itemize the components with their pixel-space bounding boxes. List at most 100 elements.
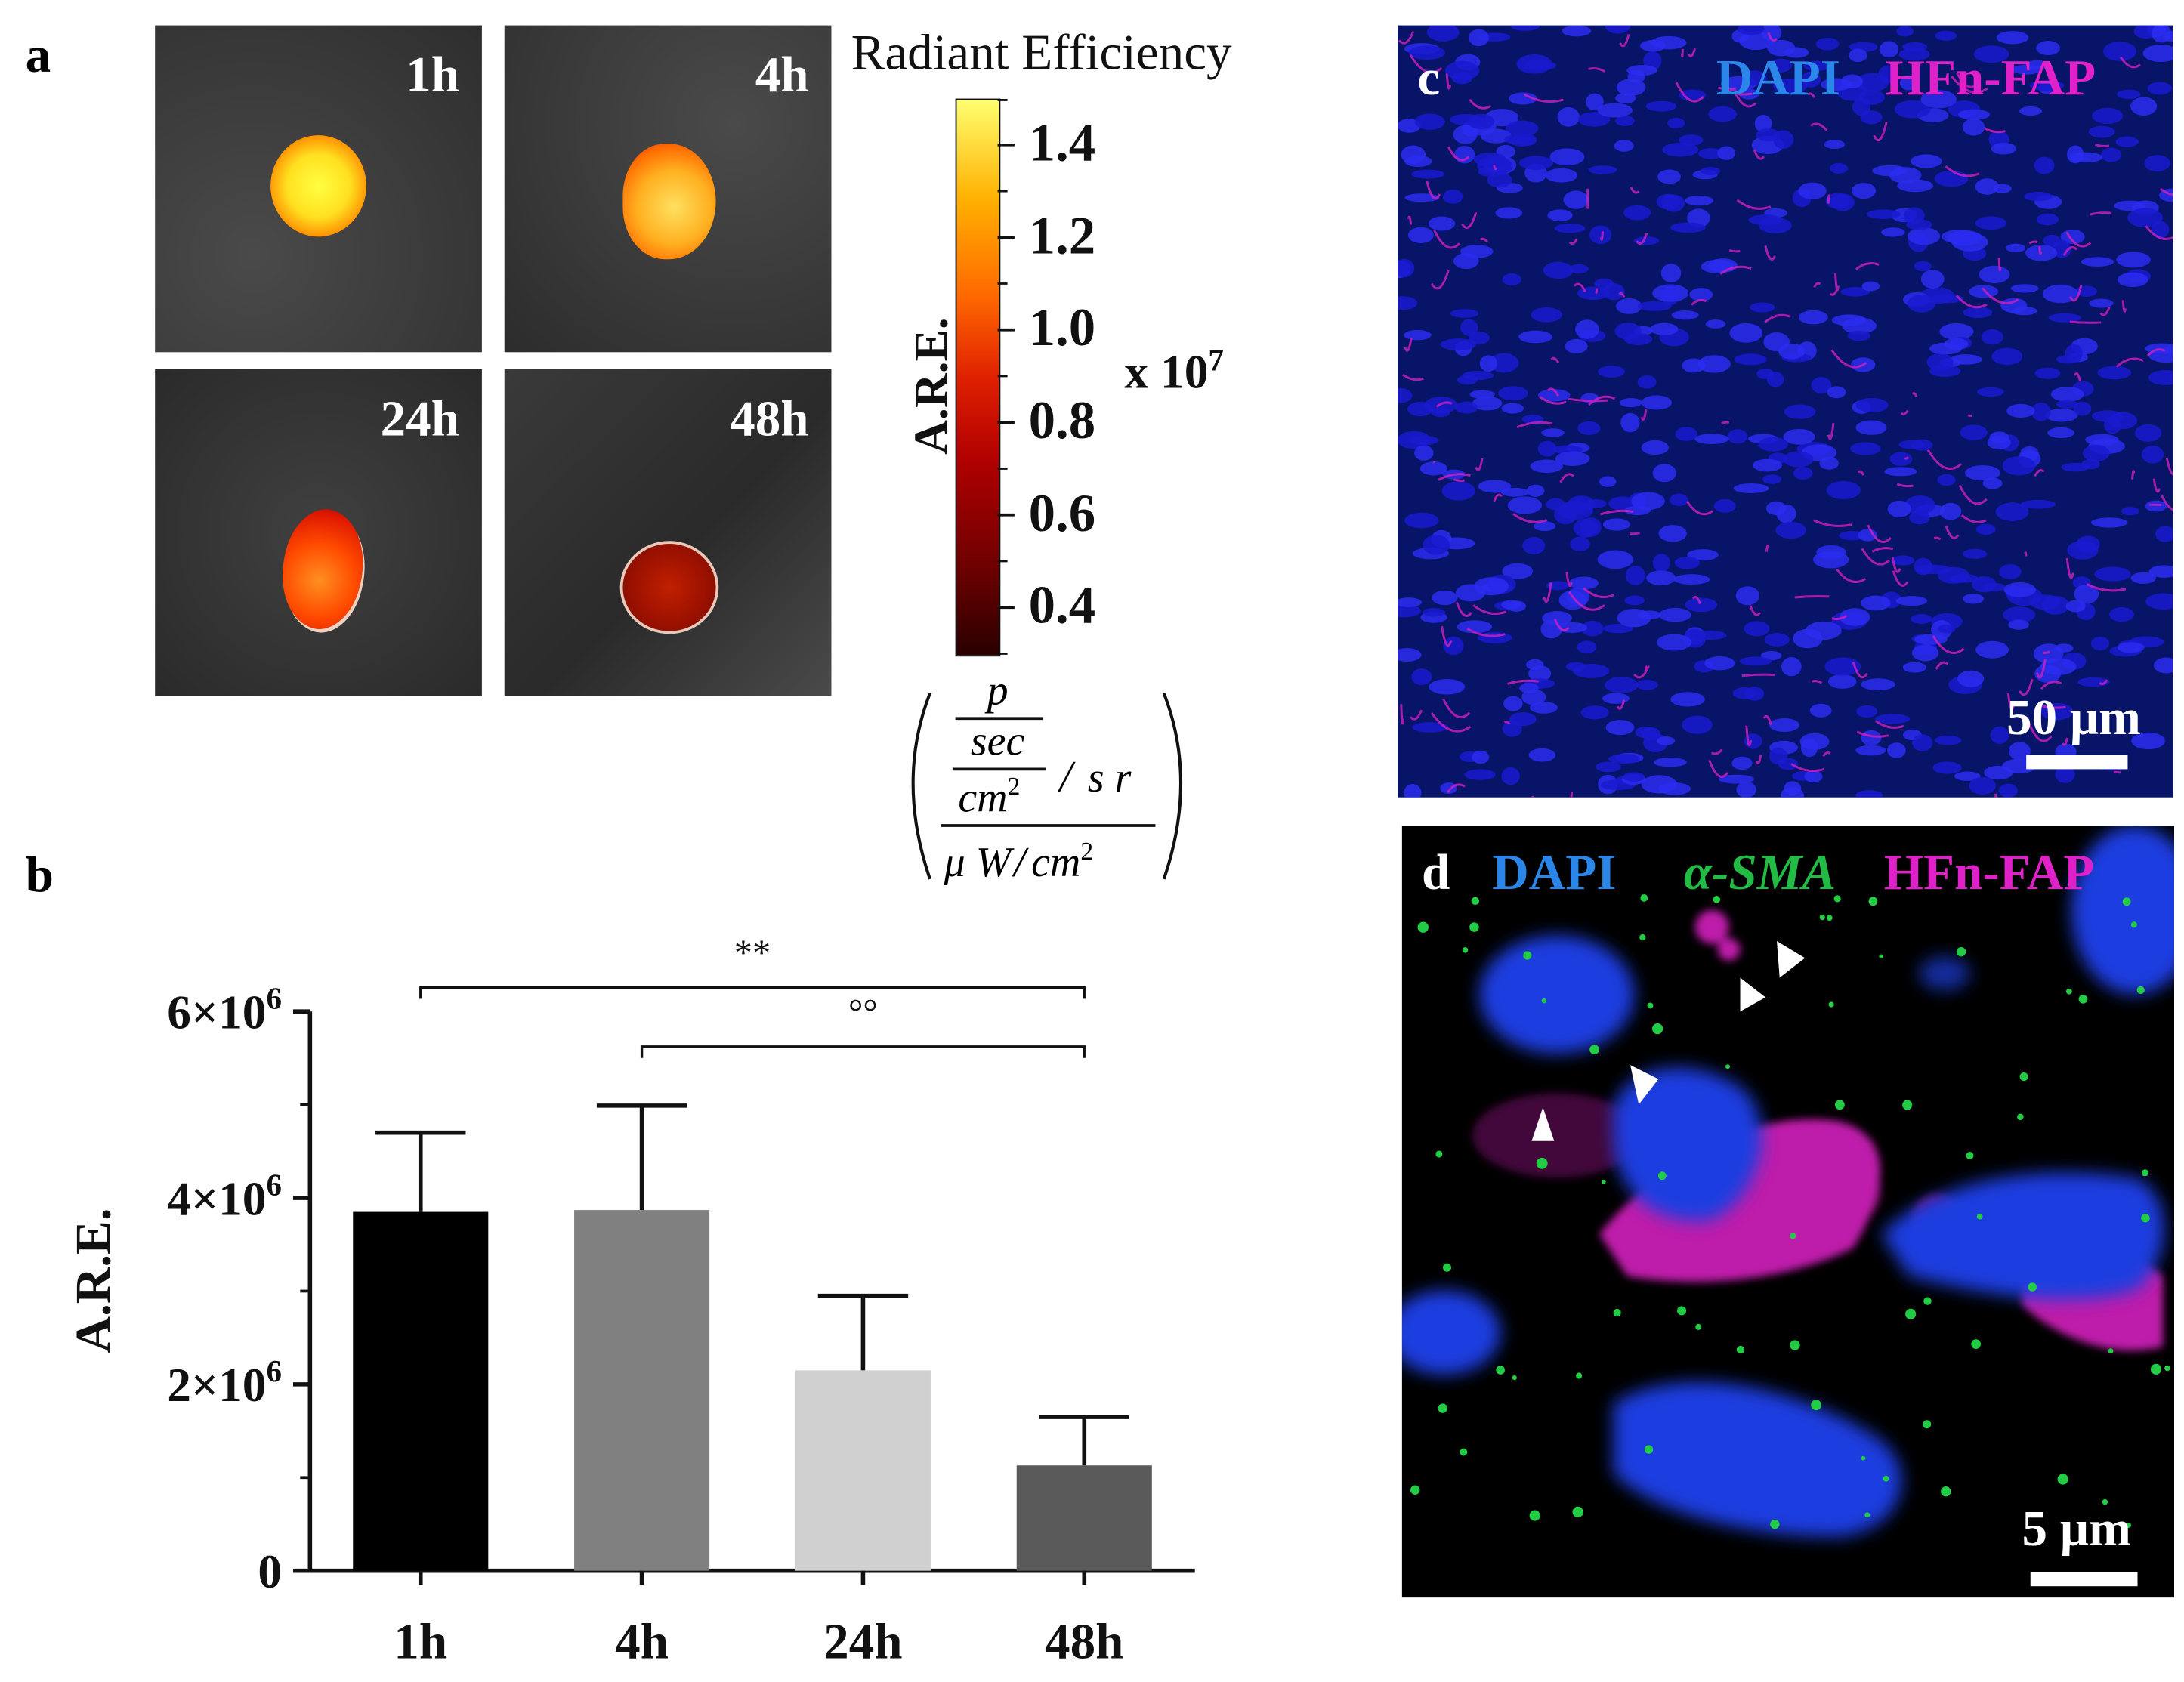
sma-dot — [1647, 1002, 1654, 1009]
tile-label: 1h — [406, 46, 460, 103]
panel-d-stain-dapi: DAPI — [1492, 844, 1617, 900]
sma-dot — [1460, 1448, 1468, 1456]
panel-c-image: c DAPI HFn-FAP 50 μm — [1398, 25, 2173, 798]
units-cm2: cm2 — [958, 773, 1020, 821]
sma-dot — [1651, 1023, 1663, 1035]
colorbar-tick-label: 0.4 — [1028, 576, 1096, 636]
sma-dot — [1736, 1345, 1745, 1354]
ivis-tile-4h: 4h — [504, 25, 832, 353]
sma-dot — [1442, 1263, 1452, 1272]
sma-dot — [1536, 1157, 1548, 1169]
sma-dot — [2150, 1363, 2162, 1375]
x-tick-label-4h: 4h — [615, 1613, 669, 1669]
sma-dot — [1883, 1475, 1889, 1482]
sma-dot — [1790, 1233, 1796, 1239]
scale-bar — [2030, 1572, 2138, 1587]
sma-dot — [1417, 921, 1429, 933]
sma-dot — [1613, 1308, 1621, 1317]
sma-dot — [1923, 1297, 1932, 1305]
scale-bar — [2026, 755, 2128, 770]
sma-dot — [1879, 954, 1883, 959]
sma-dot — [1819, 914, 1825, 921]
sma-dot — [1639, 934, 1646, 941]
microscopy-c-texture — [1398, 25, 2173, 798]
nuclei-texture — [1398, 25, 2173, 798]
panel-d-letter: d — [1421, 844, 1450, 900]
sma-dot — [1966, 1151, 1974, 1159]
colorbar-ticks — [997, 99, 1015, 655]
sma-dot — [1676, 1306, 1687, 1316]
sma-dot — [2136, 986, 2145, 994]
sma-dot — [1589, 1045, 1599, 1054]
fluorescence-spot — [265, 500, 380, 638]
sma-dot — [1657, 1171, 1667, 1180]
colorbar-title: Radiant Efficiency — [851, 23, 1232, 81]
colorbar-units-formula: p sec cm2 / s r μ W / cm2 — [911, 668, 1183, 886]
sma-dot — [2019, 1072, 2028, 1082]
sma-dot — [1438, 1403, 1448, 1413]
significance-label: °° — [848, 992, 878, 1032]
sma-dot — [1462, 947, 1469, 953]
sma-dot — [2028, 1282, 2037, 1292]
ivis-tile-1h: 1h — [155, 25, 482, 353]
tile-label: 48h — [730, 390, 809, 447]
panel-c-letter: c — [1417, 49, 1441, 106]
fluorescence-spot — [270, 135, 366, 237]
colorbar-axis-label: A.R.E. — [906, 317, 959, 455]
scale-bar-label: 50 μm — [2006, 689, 2141, 745]
sma-dot — [2108, 1348, 2114, 1354]
sma-dot — [1725, 1064, 1730, 1069]
units-denominator: μ W / cm2 — [944, 838, 1093, 886]
x-tick-label-24h: 24h — [823, 1613, 902, 1669]
sma-dot — [1523, 951, 1532, 960]
sma-dot — [2164, 1365, 2170, 1372]
ivis-tile-48h: 48h — [504, 369, 832, 696]
sma-dot — [1902, 1100, 1913, 1110]
sma-dot — [2065, 988, 2072, 995]
sma-dot — [2017, 1113, 2024, 1121]
colorbar-tick-label: 1.0 — [1028, 298, 1096, 359]
y-tick-label: 0 — [258, 1545, 282, 1598]
significance-bracket — [419, 986, 1086, 999]
sma-dot — [1864, 1512, 1870, 1518]
panel-d-image: d DAPI α-SMA HFn-FAP 5 μm — [1401, 826, 2175, 1598]
tile-label: 4h — [755, 46, 809, 103]
sma-dot — [1833, 895, 1841, 903]
panel-d-stain-sma: α-SMA — [1683, 844, 1836, 900]
colorbar-tick-label: 0.6 — [1028, 483, 1096, 544]
sma-dot — [1695, 1323, 1702, 1330]
units-sr: s r — [1088, 755, 1132, 801]
bar-4h — [574, 1210, 710, 1571]
panel-a-letter: a — [25, 26, 51, 84]
panel-d-stain-fap: HFn-FAP — [1883, 844, 2095, 900]
units-uw: μ W — [944, 839, 1015, 886]
sma-dot — [2078, 994, 2088, 1004]
significance-bracket — [640, 1045, 1086, 1058]
units-sec: sec — [971, 718, 1025, 765]
x-tick-label-1h: 1h — [394, 1613, 447, 1669]
sma-dot — [1410, 1485, 1420, 1495]
units-slash: / — [1058, 751, 1077, 801]
sma-dot — [1576, 1372, 1583, 1379]
sma-dot — [1905, 1308, 1917, 1319]
significance-label: ** — [734, 934, 771, 974]
panel-c-stain-fap: HFn-FAP — [1885, 49, 2096, 106]
units-p: p — [984, 668, 1009, 714]
sma-dot — [1941, 1486, 1951, 1497]
sma-dot — [1512, 1375, 1517, 1381]
bar-chart: 0 2×106 4×106 6×106 1h 4h 24h 48h ** °° — [167, 934, 1195, 1669]
sma-dot — [1541, 998, 1547, 1004]
sma-dot — [1601, 1180, 1606, 1184]
colorbar-multiplier: x 107 — [1124, 342, 1223, 400]
colorbar-tick-label: 1.4 — [1028, 113, 1096, 174]
bar-1h — [353, 1211, 489, 1571]
colorbar-gradient — [955, 98, 1001, 657]
units-cm: cm — [958, 774, 1007, 821]
sma-dot — [1572, 1506, 1583, 1518]
sma-dot — [1956, 946, 1966, 957]
sma-dot — [1640, 894, 1648, 902]
sma-dot — [2102, 1498, 2108, 1505]
colorbar-tick-label: 0.8 — [1028, 391, 1096, 451]
microscopy-d-texture — [1401, 826, 2175, 1537]
multiplier-exponent: 7 — [1208, 342, 1224, 378]
